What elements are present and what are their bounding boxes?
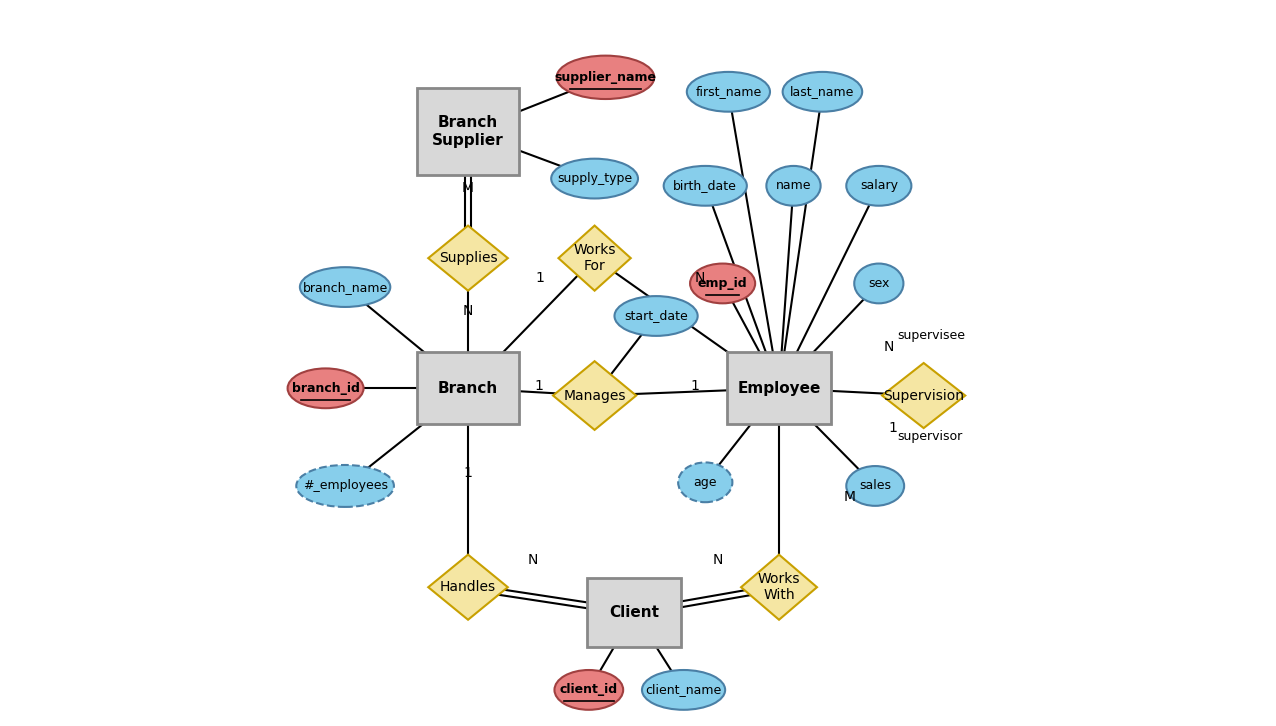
FancyBboxPatch shape [726, 352, 832, 425]
Text: N: N [694, 272, 704, 285]
Text: #_employees: #_employees [302, 479, 388, 492]
Text: branch_name: branch_name [302, 280, 388, 293]
Text: supervisee: supervisee [897, 329, 965, 342]
Ellipse shape [690, 264, 755, 303]
FancyBboxPatch shape [417, 352, 518, 425]
Text: salary: salary [860, 179, 898, 192]
Ellipse shape [686, 72, 769, 112]
Ellipse shape [287, 368, 364, 408]
Text: start_date: start_date [624, 309, 688, 322]
Ellipse shape [782, 72, 863, 112]
Polygon shape [429, 226, 508, 290]
Polygon shape [882, 363, 965, 428]
Text: Works
With: Works With [758, 572, 800, 603]
Text: client_name: client_name [646, 683, 722, 696]
Text: Supplies: Supplies [439, 251, 498, 265]
Text: branch_id: branch_id [292, 382, 360, 395]
Text: Employee: Employee [738, 381, 820, 396]
Ellipse shape [846, 166, 911, 205]
Ellipse shape [551, 159, 638, 198]
Text: N: N [528, 552, 538, 567]
Text: Supervision: Supervision [883, 388, 965, 402]
Text: client_id: client_id [560, 683, 618, 696]
Text: age: age [694, 476, 717, 489]
Ellipse shape [555, 670, 623, 710]
Text: emp_id: emp_id [698, 277, 748, 290]
Ellipse shape [300, 267, 390, 307]
Text: first_name: first_name [695, 85, 762, 98]
Ellipse shape [642, 670, 725, 710]
Text: M: M [462, 181, 475, 195]
Text: 1: 1 [535, 379, 544, 393]
Polygon shape [429, 555, 508, 620]
Text: N: N [884, 340, 894, 354]
Text: 1: 1 [690, 379, 699, 393]
Text: last_name: last_name [790, 85, 855, 98]
Ellipse shape [664, 166, 746, 205]
Text: Works
For: Works For [573, 243, 616, 273]
Text: name: name [776, 179, 812, 192]
Text: supply_type: supply_type [558, 172, 632, 185]
Text: birth_date: birth_date [674, 179, 738, 192]
Text: 1: 1 [536, 272, 545, 285]
Text: Manages: Manages [564, 388, 625, 402]
Text: Branch: Branch [438, 381, 498, 396]
Text: supervisor: supervisor [897, 431, 962, 444]
FancyBboxPatch shape [587, 578, 681, 647]
Ellipse shape [854, 264, 903, 303]
Ellipse shape [846, 466, 905, 506]
Polygon shape [741, 555, 817, 620]
Text: 1: 1 [463, 466, 472, 480]
Text: Handles: Handles [440, 580, 496, 594]
Ellipse shape [678, 462, 732, 502]
Ellipse shape [296, 465, 394, 507]
Text: Branch
Supplier: Branch Supplier [433, 115, 504, 148]
Polygon shape [559, 226, 630, 290]
Text: sales: sales [859, 479, 891, 492]
Text: supplier_name: supplier_name [555, 71, 656, 83]
Text: N: N [463, 304, 473, 318]
Ellipse shape [615, 296, 698, 336]
Ellipse shape [556, 56, 655, 99]
Text: Client: Client [610, 605, 660, 620]
Polygon shape [553, 362, 637, 430]
Text: 1: 1 [889, 421, 898, 435]
FancyBboxPatch shape [417, 88, 518, 175]
Text: sex: sex [868, 277, 889, 290]
Ellipse shape [767, 166, 820, 205]
Text: M: M [843, 490, 856, 504]
Text: N: N [712, 552, 722, 567]
